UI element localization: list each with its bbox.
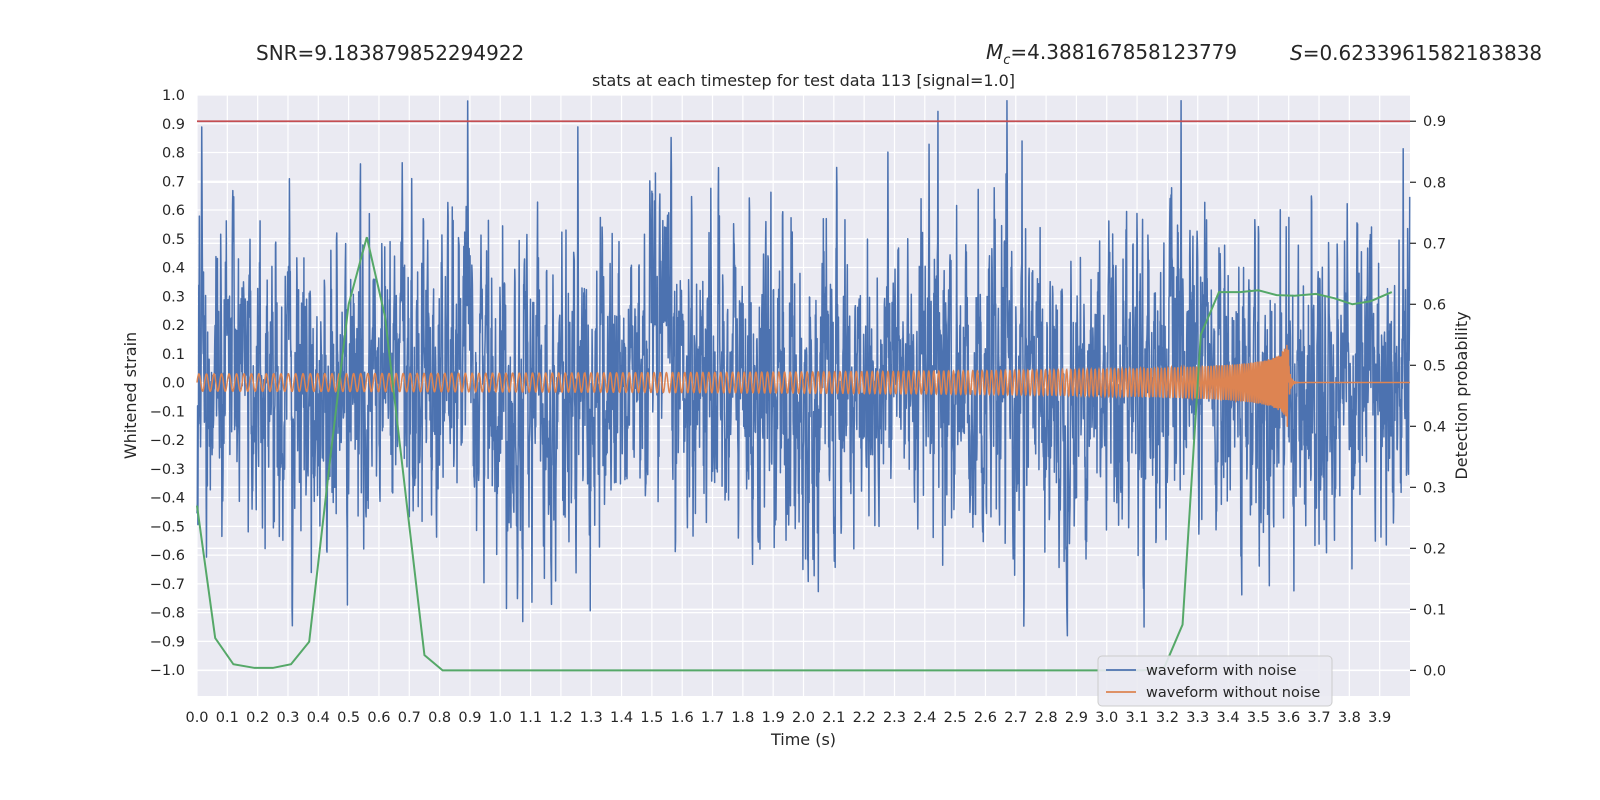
y-left-tick-label: 0.4 xyxy=(162,261,185,277)
mc-value: =4.388167858123779 xyxy=(1010,40,1237,64)
legend: waveform with noise waveform without noi… xyxy=(1097,655,1333,707)
y-axis-right-label: Detection probability xyxy=(1452,311,1471,479)
x-tick-label: 3.4 xyxy=(1217,710,1240,726)
mc-symbol: M xyxy=(986,40,1003,64)
x-tick-label: 2.1 xyxy=(822,710,845,726)
mc-subscript: c xyxy=(1003,53,1010,68)
y-left-tick-label: −0.2 xyxy=(150,433,185,449)
x-tick-label: 1.2 xyxy=(549,710,572,726)
y-left-tick-label: 0.6 xyxy=(162,203,185,219)
x-tick-label: 3.5 xyxy=(1247,710,1270,726)
y-left-tick-label: −1.0 xyxy=(150,663,185,679)
y-left-tick-label: −0.4 xyxy=(150,491,185,507)
y-left-tick-label: −0.8 xyxy=(150,606,185,622)
s-value: =0.6233961582183838 xyxy=(1303,41,1542,65)
x-tick-label: 2.3 xyxy=(883,710,906,726)
x-tick-label: 1.7 xyxy=(701,710,724,726)
y-right-tick-label: 0.4 xyxy=(1423,419,1446,435)
y-left-tick-label: −0.7 xyxy=(150,577,185,593)
x-tick-label: 2.0 xyxy=(792,710,815,726)
legend-label-noise: waveform with noise xyxy=(1146,663,1297,679)
y-left-tick-label: −0.1 xyxy=(150,404,185,420)
chirp-mass-annotation: Mc=4.388167858123779 xyxy=(986,40,1237,68)
legend-box xyxy=(1097,655,1333,707)
y-left-tick-label: 0.0 xyxy=(162,376,185,392)
y-left-tick-label: 0.1 xyxy=(162,347,185,363)
y-right-tick-label: 0.2 xyxy=(1423,541,1446,557)
x-tick-label: 2.8 xyxy=(1035,710,1058,726)
x-tick-label: 3.9 xyxy=(1368,710,1391,726)
s-symbol: S xyxy=(1290,41,1303,65)
waveform-with-noise-line xyxy=(196,100,1411,637)
y-left-tick-label: 1.0 xyxy=(162,88,185,104)
x-tick-label: 2.7 xyxy=(1004,710,1027,726)
x-tick-label: 3.0 xyxy=(1095,710,1118,726)
x-tick-label: 2.9 xyxy=(1065,710,1088,726)
x-tick-label: 0.6 xyxy=(367,710,390,726)
x-tick-label: 0.2 xyxy=(246,710,269,726)
x-tick-label: 0.5 xyxy=(337,710,360,726)
y-left-tick-label: 0.7 xyxy=(162,174,185,190)
y-axis-left-label: Whitened strain xyxy=(121,332,140,459)
y-right-tick-label: 0.1 xyxy=(1423,602,1446,618)
x-tick-label: 0.9 xyxy=(458,710,481,726)
y-right-tick-label: 0.7 xyxy=(1423,236,1446,252)
x-tick-label: 2.6 xyxy=(974,710,997,726)
y-left-tick-label: 0.5 xyxy=(162,232,185,248)
x-tick-label: 0.4 xyxy=(307,710,330,726)
x-tick-label: 1.4 xyxy=(610,710,633,726)
y-left-tick-label: −0.3 xyxy=(150,462,185,478)
y-axis-left-ticks: 1.0 0.9 0.8 0.7 0.6 0.5 0.4 0.3 0.2 0.1 0.0 −0.1 −0.… xyxy=(150,88,185,679)
x-tick-label: 0.7 xyxy=(398,710,421,726)
y-axis-right-ticks: 0.9 0.8 0.7 0.6 0.5 0.4 0.3 0.2 0.1 0.0 xyxy=(1410,114,1446,679)
y-left-tick-label: 0.3 xyxy=(162,289,185,305)
s-annotation: S=0.6233961582183838 xyxy=(1290,41,1542,65)
y-left-tick-label: −0.9 xyxy=(150,634,185,650)
x-tick-label: 0.1 xyxy=(216,710,239,726)
x-tick-label: 3.1 xyxy=(1126,710,1149,726)
x-tick-label: 3.6 xyxy=(1277,710,1300,726)
y-right-tick-label: 0.8 xyxy=(1423,175,1446,191)
x-tick-label: 0.8 xyxy=(428,710,451,726)
y-left-tick-label: 0.8 xyxy=(162,146,185,162)
x-tick-label: 3.3 xyxy=(1186,710,1209,726)
x-axis-ticks: 0.0 0.1 0.2 0.3 0.4 0.5 0.6 0.7 0.8 0.9 1.0 1.1 1.2 1… xyxy=(185,710,1391,726)
x-tick-label: 2.2 xyxy=(853,710,876,726)
y-left-tick-label: −0.6 xyxy=(150,548,185,564)
x-tick-label: 3.8 xyxy=(1338,710,1361,726)
x-tick-label: 1.5 xyxy=(640,710,663,726)
x-tick-label: 3.2 xyxy=(1156,710,1179,726)
x-tick-label: 1.6 xyxy=(671,710,694,726)
x-axis-label: Time (s) xyxy=(770,730,836,749)
y-right-tick-label: 0.3 xyxy=(1423,480,1446,496)
x-tick-label: 1.9 xyxy=(762,710,785,726)
x-tick-label: 1.1 xyxy=(519,710,542,726)
x-tick-label: 2.5 xyxy=(944,710,967,726)
x-tick-label: 2.4 xyxy=(913,710,936,726)
x-tick-label: 1.8 xyxy=(731,710,754,726)
grid xyxy=(196,94,1410,696)
y-left-tick-label: 0.2 xyxy=(162,318,185,334)
y-right-tick-label: 0.5 xyxy=(1423,358,1446,374)
x-tick-label: 3.7 xyxy=(1307,710,1330,726)
x-tick-label: 0.3 xyxy=(276,710,299,726)
snr-annotation: SNR=9.183879852294922 xyxy=(256,41,524,65)
y-right-tick-label: 0.6 xyxy=(1423,297,1446,313)
legend-label-clean: waveform without noise xyxy=(1146,685,1320,701)
detection-probability-line xyxy=(196,236,1393,672)
y-left-tick-label: −0.5 xyxy=(150,519,185,535)
waveform-without-noise-line xyxy=(196,344,1410,427)
x-tick-label: 0.0 xyxy=(185,710,208,726)
y-left-tick-label: 0.9 xyxy=(162,117,185,133)
y-right-tick-label: 0.9 xyxy=(1423,114,1446,130)
chart-title: stats at each timestep for test data 113… xyxy=(592,71,1015,90)
y-right-tick-label: 0.0 xyxy=(1423,663,1446,679)
x-tick-label: 1.3 xyxy=(580,710,603,726)
x-tick-label: 1.0 xyxy=(489,710,512,726)
